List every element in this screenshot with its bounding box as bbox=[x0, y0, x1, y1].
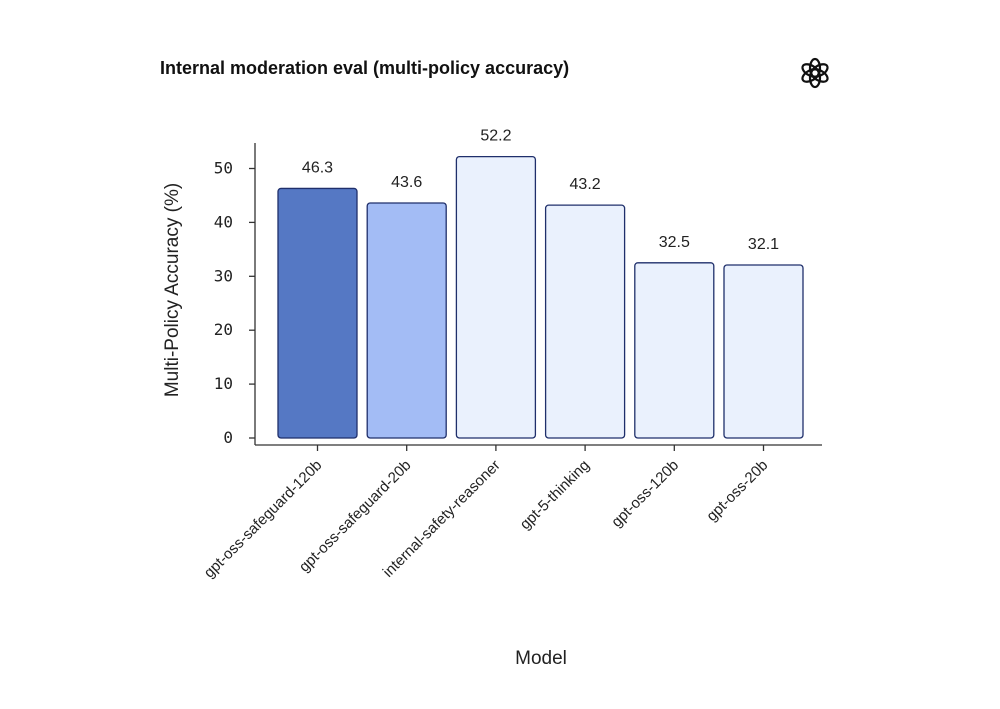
y-tick-label: 30 bbox=[214, 266, 233, 285]
chart-title: Internal moderation eval (multi-policy a… bbox=[160, 58, 570, 78]
data-label: 46.3 bbox=[302, 159, 333, 176]
x-tick-label: gpt-oss-120b bbox=[608, 457, 682, 531]
bar bbox=[277, 187, 358, 439]
x-tick-label: gpt-oss-20b bbox=[703, 457, 771, 525]
y-tick-label: 10 bbox=[214, 374, 233, 393]
bar bbox=[366, 202, 447, 439]
bar bbox=[723, 264, 804, 439]
data-label: 32.1 bbox=[748, 236, 779, 253]
y-tick-label: 50 bbox=[214, 159, 233, 178]
data-label: 43.6 bbox=[391, 174, 422, 191]
data-label: 32.5 bbox=[659, 234, 690, 251]
y-tick-label: 40 bbox=[214, 212, 233, 231]
x-axis-label: Model bbox=[515, 648, 567, 669]
x-tick-label: gpt-5-thinking bbox=[517, 457, 593, 533]
data-label: 43.2 bbox=[570, 176, 601, 193]
y-tick-label: 0 bbox=[223, 428, 233, 447]
bar bbox=[455, 155, 537, 439]
y-tick-label: 20 bbox=[214, 320, 233, 339]
data-label: 52.2 bbox=[480, 128, 511, 145]
bar bbox=[634, 262, 715, 439]
openai-logo-icon bbox=[798, 56, 832, 95]
bar bbox=[544, 204, 626, 439]
y-axis-label: Multi-Policy Accuracy (%) bbox=[162, 183, 183, 397]
